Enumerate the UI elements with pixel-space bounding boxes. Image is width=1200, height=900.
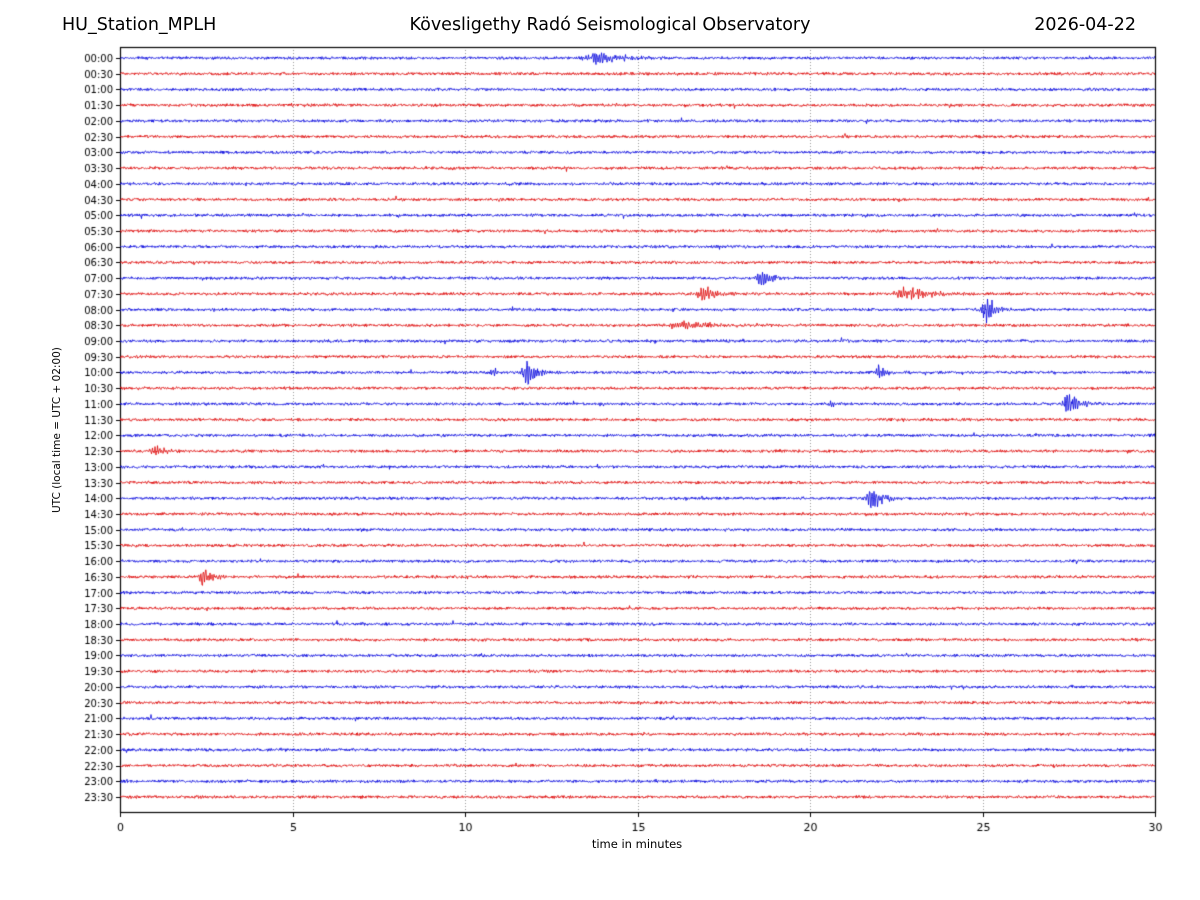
chart-title: Kövesligethy Radó Seismological Observat… (409, 15, 811, 35)
station-name: HU_Station_MPLH (62, 15, 217, 35)
y-axis-label: UTC (local time = UTC + 02:00) (51, 347, 63, 513)
x-axis-label: time in minutes (591, 837, 683, 851)
chart-date: 2026-04-22 (1034, 15, 1136, 35)
